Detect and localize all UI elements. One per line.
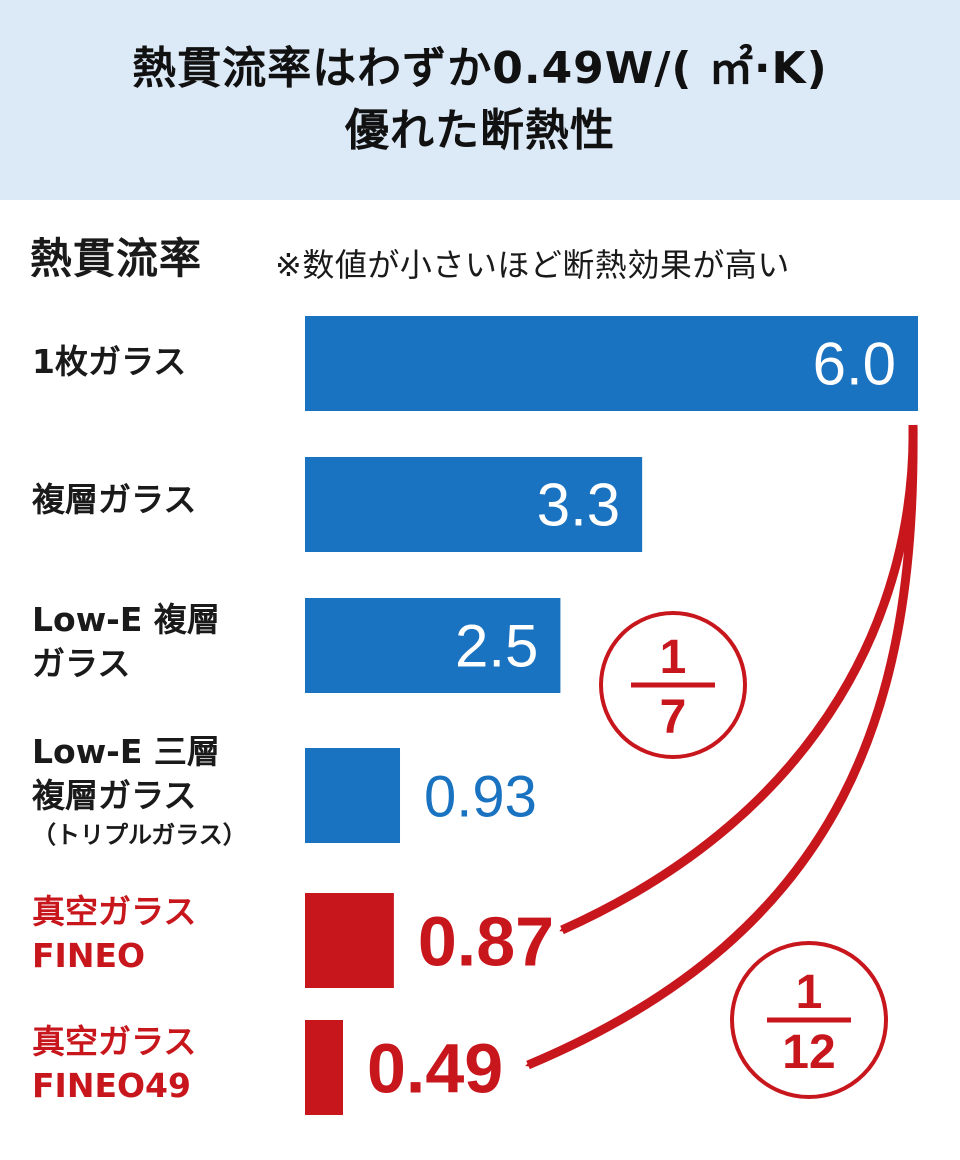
y-axis-label: 熱貫流率 bbox=[30, 234, 203, 283]
bar-3 bbox=[305, 748, 401, 843]
bar-1 bbox=[305, 457, 643, 552]
bar-5 bbox=[305, 1020, 343, 1115]
ratio-denominator-0: 7 bbox=[660, 691, 687, 744]
ratio-denominator-1: 12 bbox=[782, 1026, 835, 1079]
ratio-numerator-1: 1 bbox=[796, 966, 823, 1019]
category-label-line: FINEO bbox=[32, 936, 146, 975]
category-label-5: 真空ガラス FINEO49 bbox=[32, 1020, 196, 1108]
value-label-0: 6.0 bbox=[813, 331, 896, 398]
category-label-3: Low-E 三層 複層ガラス （トリプルガラス） bbox=[32, 730, 247, 852]
category-label-line: 真空ガラス bbox=[32, 1022, 197, 1061]
category-label-line: 複層ガラス bbox=[32, 776, 197, 815]
category-label-line: 1枚ガラス bbox=[32, 342, 187, 381]
bar-0 bbox=[305, 316, 918, 411]
category-label-4: 真空ガラス FINEO bbox=[32, 890, 196, 978]
chart-note: ※数値が小さいほど断熱効果が高い bbox=[275, 246, 790, 284]
category-label-line: FINEO49 bbox=[32, 1066, 191, 1105]
ratio-arrow-1 bbox=[525, 424, 918, 1070]
category-label-line: Low-E 複層 bbox=[32, 600, 220, 639]
category-label-sub: （トリプルガラス） bbox=[32, 821, 247, 849]
bar-4 bbox=[305, 893, 394, 988]
category-label-1: 複層ガラス bbox=[32, 478, 196, 522]
ratio-numerator-0: 1 bbox=[660, 631, 687, 684]
chart-title-line-2: 優れた断熱性 bbox=[345, 105, 615, 156]
category-label-line: 真空ガラス bbox=[32, 892, 197, 931]
chart-header: 熱貫流率はわずか0.49W/( ㎡·K) 優れた断熱性 bbox=[0, 0, 960, 200]
value-label-3: 0.93 bbox=[424, 765, 537, 830]
chart-title-line-1: 熱貫流率はわずか0.49W/( ㎡·K) bbox=[132, 43, 828, 94]
category-label-2: Low-E 複層 ガラス bbox=[32, 598, 220, 686]
bar-2 bbox=[305, 598, 561, 693]
category-label-0: 1枚ガラス bbox=[32, 340, 186, 384]
value-label-1: 3.3 bbox=[537, 472, 620, 539]
category-label-line: Low-E 三層 bbox=[32, 732, 220, 771]
category-label-line: 複層ガラス bbox=[32, 480, 197, 519]
value-label-2: 2.5 bbox=[455, 613, 538, 680]
value-label-4: 0.87 bbox=[418, 903, 554, 981]
value-label-5: 0.49 bbox=[367, 1030, 503, 1108]
category-label-line: ガラス bbox=[32, 644, 131, 683]
